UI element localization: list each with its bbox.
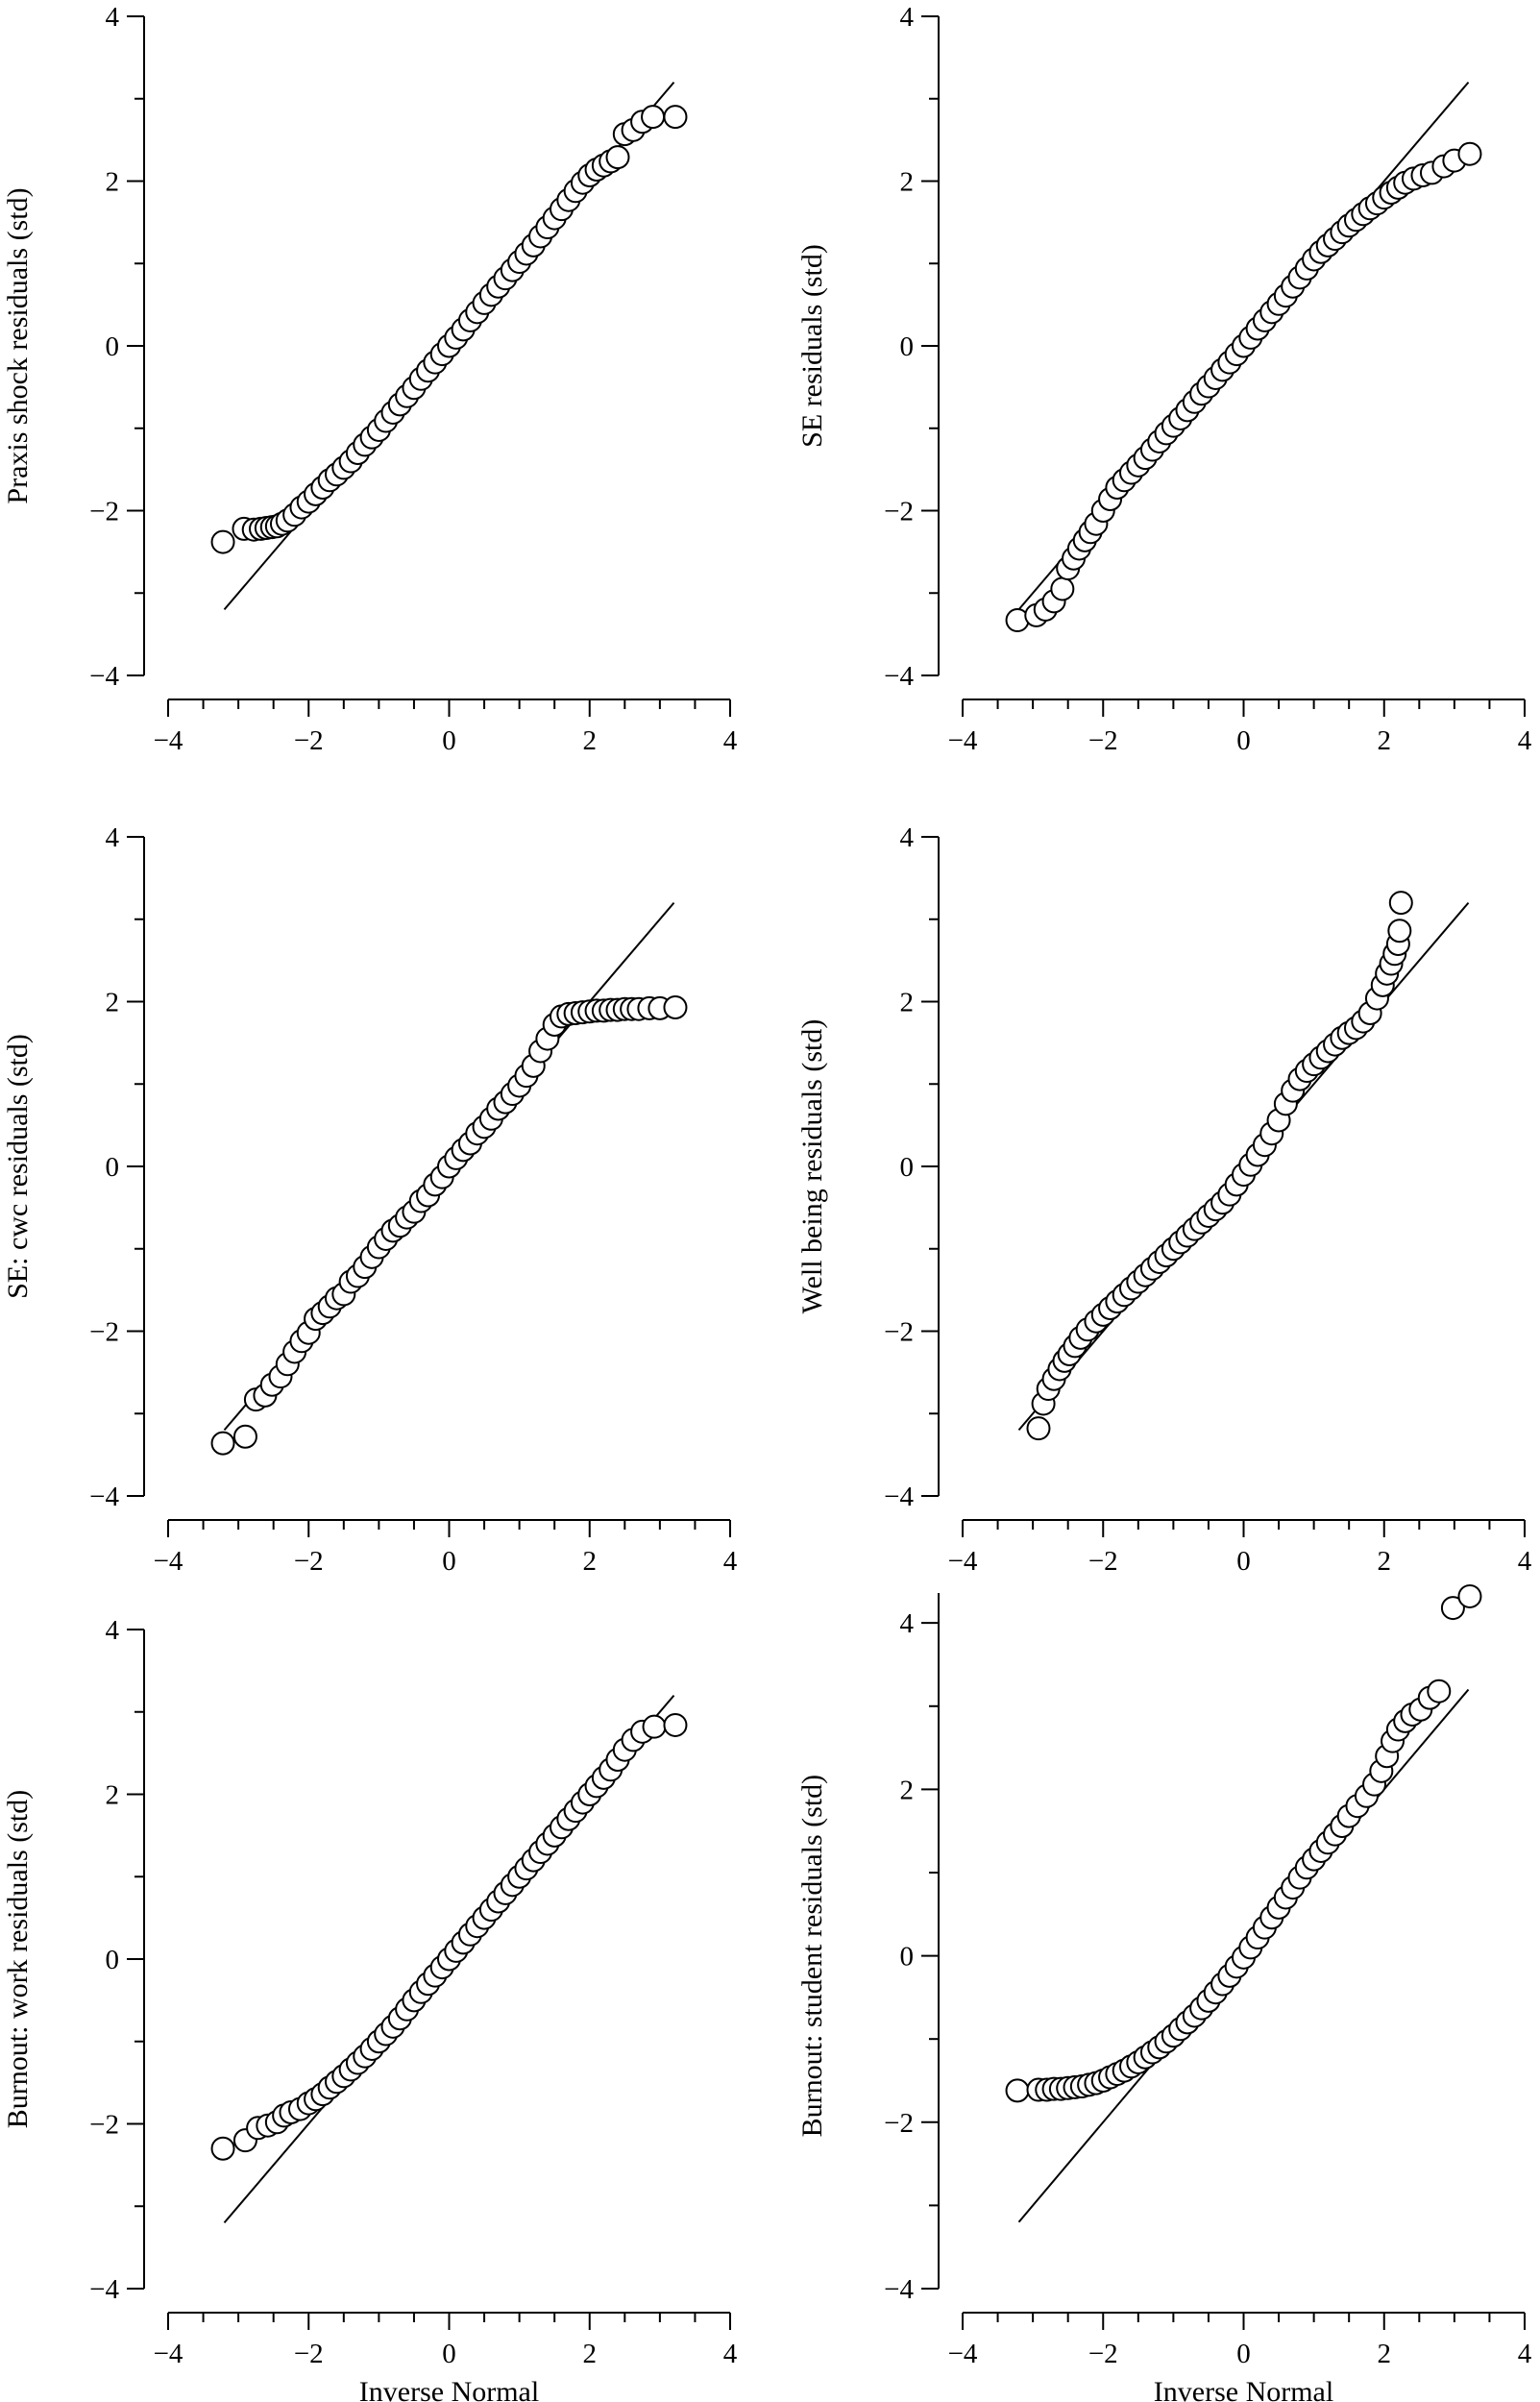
x-tick-label: −2 [1088,1546,1118,1577]
data-point [663,1712,688,1737]
y-axis-label: Burnout: work residuals (std) [2,1790,34,2128]
x-tick-label: 2 [583,725,598,756]
y-tick-label: −2 [884,1317,914,1348]
x-tick-label: 4 [723,2339,738,2369]
x-tick-label: 4 [723,1546,738,1577]
data-point [641,105,666,130]
x-tick-label: 4 [1518,2339,1532,2369]
y-tick-label: 4 [900,1608,915,1639]
x-tick-label: 0 [442,725,456,756]
y-tick-label: 0 [106,331,120,362]
y-tick-label: −2 [884,2108,914,2139]
chart-panel-6: −4 −2 0 2 4 −4 −2 0 2 4 Burnout: student residuals… [796,1583,1532,2402]
y-axis-label: Well being residuals (std) [796,1019,828,1314]
data-point [210,2136,235,2161]
y-tick-label: −2 [89,1317,119,1348]
x-tick-label: −4 [154,1546,183,1577]
y-tick-label: −4 [884,2274,914,2305]
x-tick-label: −4 [154,725,183,756]
y-tick-label: 0 [900,331,915,362]
x-tick-label: −4 [948,2339,978,2369]
data-point [1457,141,1482,166]
y-tick-label: 2 [900,167,915,198]
x-tick-label: 0 [442,2339,456,2369]
y-tick-label: 2 [900,988,915,1018]
x-tick-label: 4 [1518,1546,1532,1577]
x-tick-label: −2 [1088,725,1118,756]
y-axis-label: SE residuals (std) [796,244,828,448]
y-axis-label: SE: cwc residuals (std) [2,1034,34,1299]
data-point [663,995,688,1020]
y-tick-label: 4 [900,2,915,33]
data-point [1005,2078,1030,2103]
y-tick-label: 4 [106,1615,120,1646]
x-tick-label: −2 [294,2339,324,2369]
data-point [605,145,630,170]
x-tick-label: 0 [442,1546,456,1577]
x-tick-label: 2 [1378,2339,1392,2369]
y-tick-label: −4 [89,2274,119,2305]
x-tick-label: 0 [1236,725,1251,756]
y-tick-label: 2 [106,988,120,1018]
y-tick-label: 2 [106,1780,120,1811]
data-point [1457,1583,1482,1608]
x-tick-label: −2 [1088,2339,1118,2369]
y-tick-label: −2 [89,497,119,527]
y-tick-label: −2 [89,2110,119,2141]
y-tick-label: 4 [106,822,120,853]
data-point [1387,919,1412,944]
x-tick-label: 4 [1518,725,1532,756]
y-tick-label: −4 [89,1482,119,1512]
data-point [1427,1679,1452,1703]
chart-panel-2: −4 −2 0 2 4 −4 −2 0 2 4 SE residuals (std) [796,2,1532,756]
chart-panel-1: −4 −2 0 2 4 −4 −2 0 2 4 Praxis shock residuals (st… [2,2,738,756]
x-tick-label: 0 [1236,2339,1251,2369]
x-tick-label: 2 [1378,1546,1392,1577]
data-point [210,1431,235,1456]
y-tick-label: −4 [884,661,914,692]
data-point [1440,1596,1465,1621]
data-point [210,529,235,554]
y-tick-label: 2 [106,167,120,198]
y-tick-label: −2 [884,497,914,527]
x-tick-label: 4 [723,725,738,756]
data-point [642,1714,667,1739]
data-point [1050,576,1075,601]
data-point [232,1424,257,1449]
y-axis-label: Praxis shock residuals (std) [2,187,34,503]
x-tick-label: −2 [294,725,324,756]
y-axis-label: Burnout: student residuals (std) [796,1775,828,2137]
y-tick-label: 4 [900,822,915,853]
x-axis-label: Inverse Normal [1154,2376,1333,2402]
x-tick-label: 0 [1236,1546,1251,1577]
x-axis-label: Inverse Normal [359,2376,539,2402]
x-tick-label: 2 [1378,725,1392,756]
data-point [1026,1416,1051,1441]
x-tick-label: 2 [583,2339,598,2369]
x-tick-label: −2 [294,1546,324,1577]
x-tick-label: −4 [948,725,978,756]
y-tick-label: −4 [884,1482,914,1512]
x-tick-label: −4 [948,1546,978,1577]
y-tick-label: 2 [900,1775,915,1805]
data-point [663,105,688,130]
y-tick-label: 4 [106,2,120,33]
y-tick-label: 0 [900,1152,915,1183]
data-point [1388,891,1413,916]
x-tick-label: −4 [154,2339,183,2369]
x-tick-label: 2 [583,1546,598,1577]
chart-panel-3: −4 −2 0 2 4 −4 −2 0 2 4 SE: cwc residuals (std) [2,822,738,1577]
y-tick-label: 0 [106,1152,120,1183]
y-tick-label: 0 [106,1945,120,1975]
y-tick-label: 0 [900,1942,915,1973]
y-tick-label: −4 [89,661,119,692]
chart-panel-5: −4 −2 0 2 4 −4 −2 0 2 4 Burnout: work residuals (s… [2,1615,738,2402]
chart-panel-4: −4 −2 0 2 4 −4 −2 0 2 4 Well being residuals (std) [796,822,1532,1577]
